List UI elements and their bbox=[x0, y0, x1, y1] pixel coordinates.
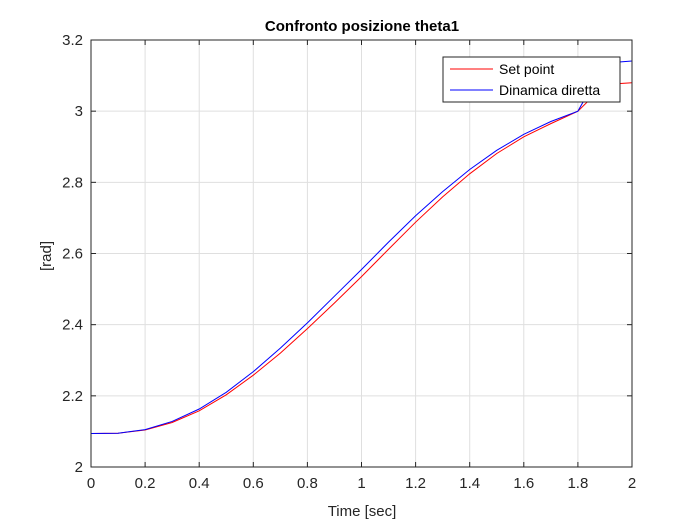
y-tick-label: 2.4 bbox=[62, 317, 83, 334]
y-tick-label: 2.6 bbox=[62, 246, 83, 263]
y-tick-label: 3.2 bbox=[62, 32, 83, 49]
x-tick-label: 1.8 bbox=[567, 475, 588, 492]
x-tick-label: 0.2 bbox=[135, 475, 156, 492]
y-axis-label: [rad] bbox=[38, 241, 55, 271]
x-axis-label: Time [sec] bbox=[328, 503, 397, 520]
series-line-dinamica-diretta bbox=[90, 60, 633, 435]
chart-title: Confronto posizione theta1 bbox=[265, 18, 459, 35]
y-tick-label: 2.8 bbox=[62, 174, 83, 191]
legend-label: Set point bbox=[499, 61, 554, 77]
y-tick-label: 2.2 bbox=[62, 388, 83, 405]
x-tick-label: 1.2 bbox=[405, 475, 426, 492]
x-tick-label: 1 bbox=[357, 475, 365, 492]
x-tick-label: 1.6 bbox=[513, 475, 534, 492]
legend-label: Dinamica diretta bbox=[499, 82, 600, 98]
x-tick-label: 1.4 bbox=[459, 475, 480, 492]
plot-area: 0 0.2 0.4 0.6 0.8 1 1.2 1.4 1.6 1.8 2 2 2.2 2.4 2.6 2.8… bbox=[62, 32, 636, 492]
x-tick-label: 0.6 bbox=[243, 475, 264, 492]
y-tick-label: 3 bbox=[75, 103, 83, 120]
x-tick-label: 0 bbox=[87, 475, 95, 492]
series-line-set-point bbox=[90, 82, 633, 435]
x-tick-label: 0.4 bbox=[189, 475, 210, 492]
legend-box bbox=[442, 56, 621, 103]
x-tick-label: 2 bbox=[628, 475, 636, 492]
y-tick-label: 2 bbox=[75, 459, 83, 476]
x-tick-label: 0.8 bbox=[297, 475, 318, 492]
